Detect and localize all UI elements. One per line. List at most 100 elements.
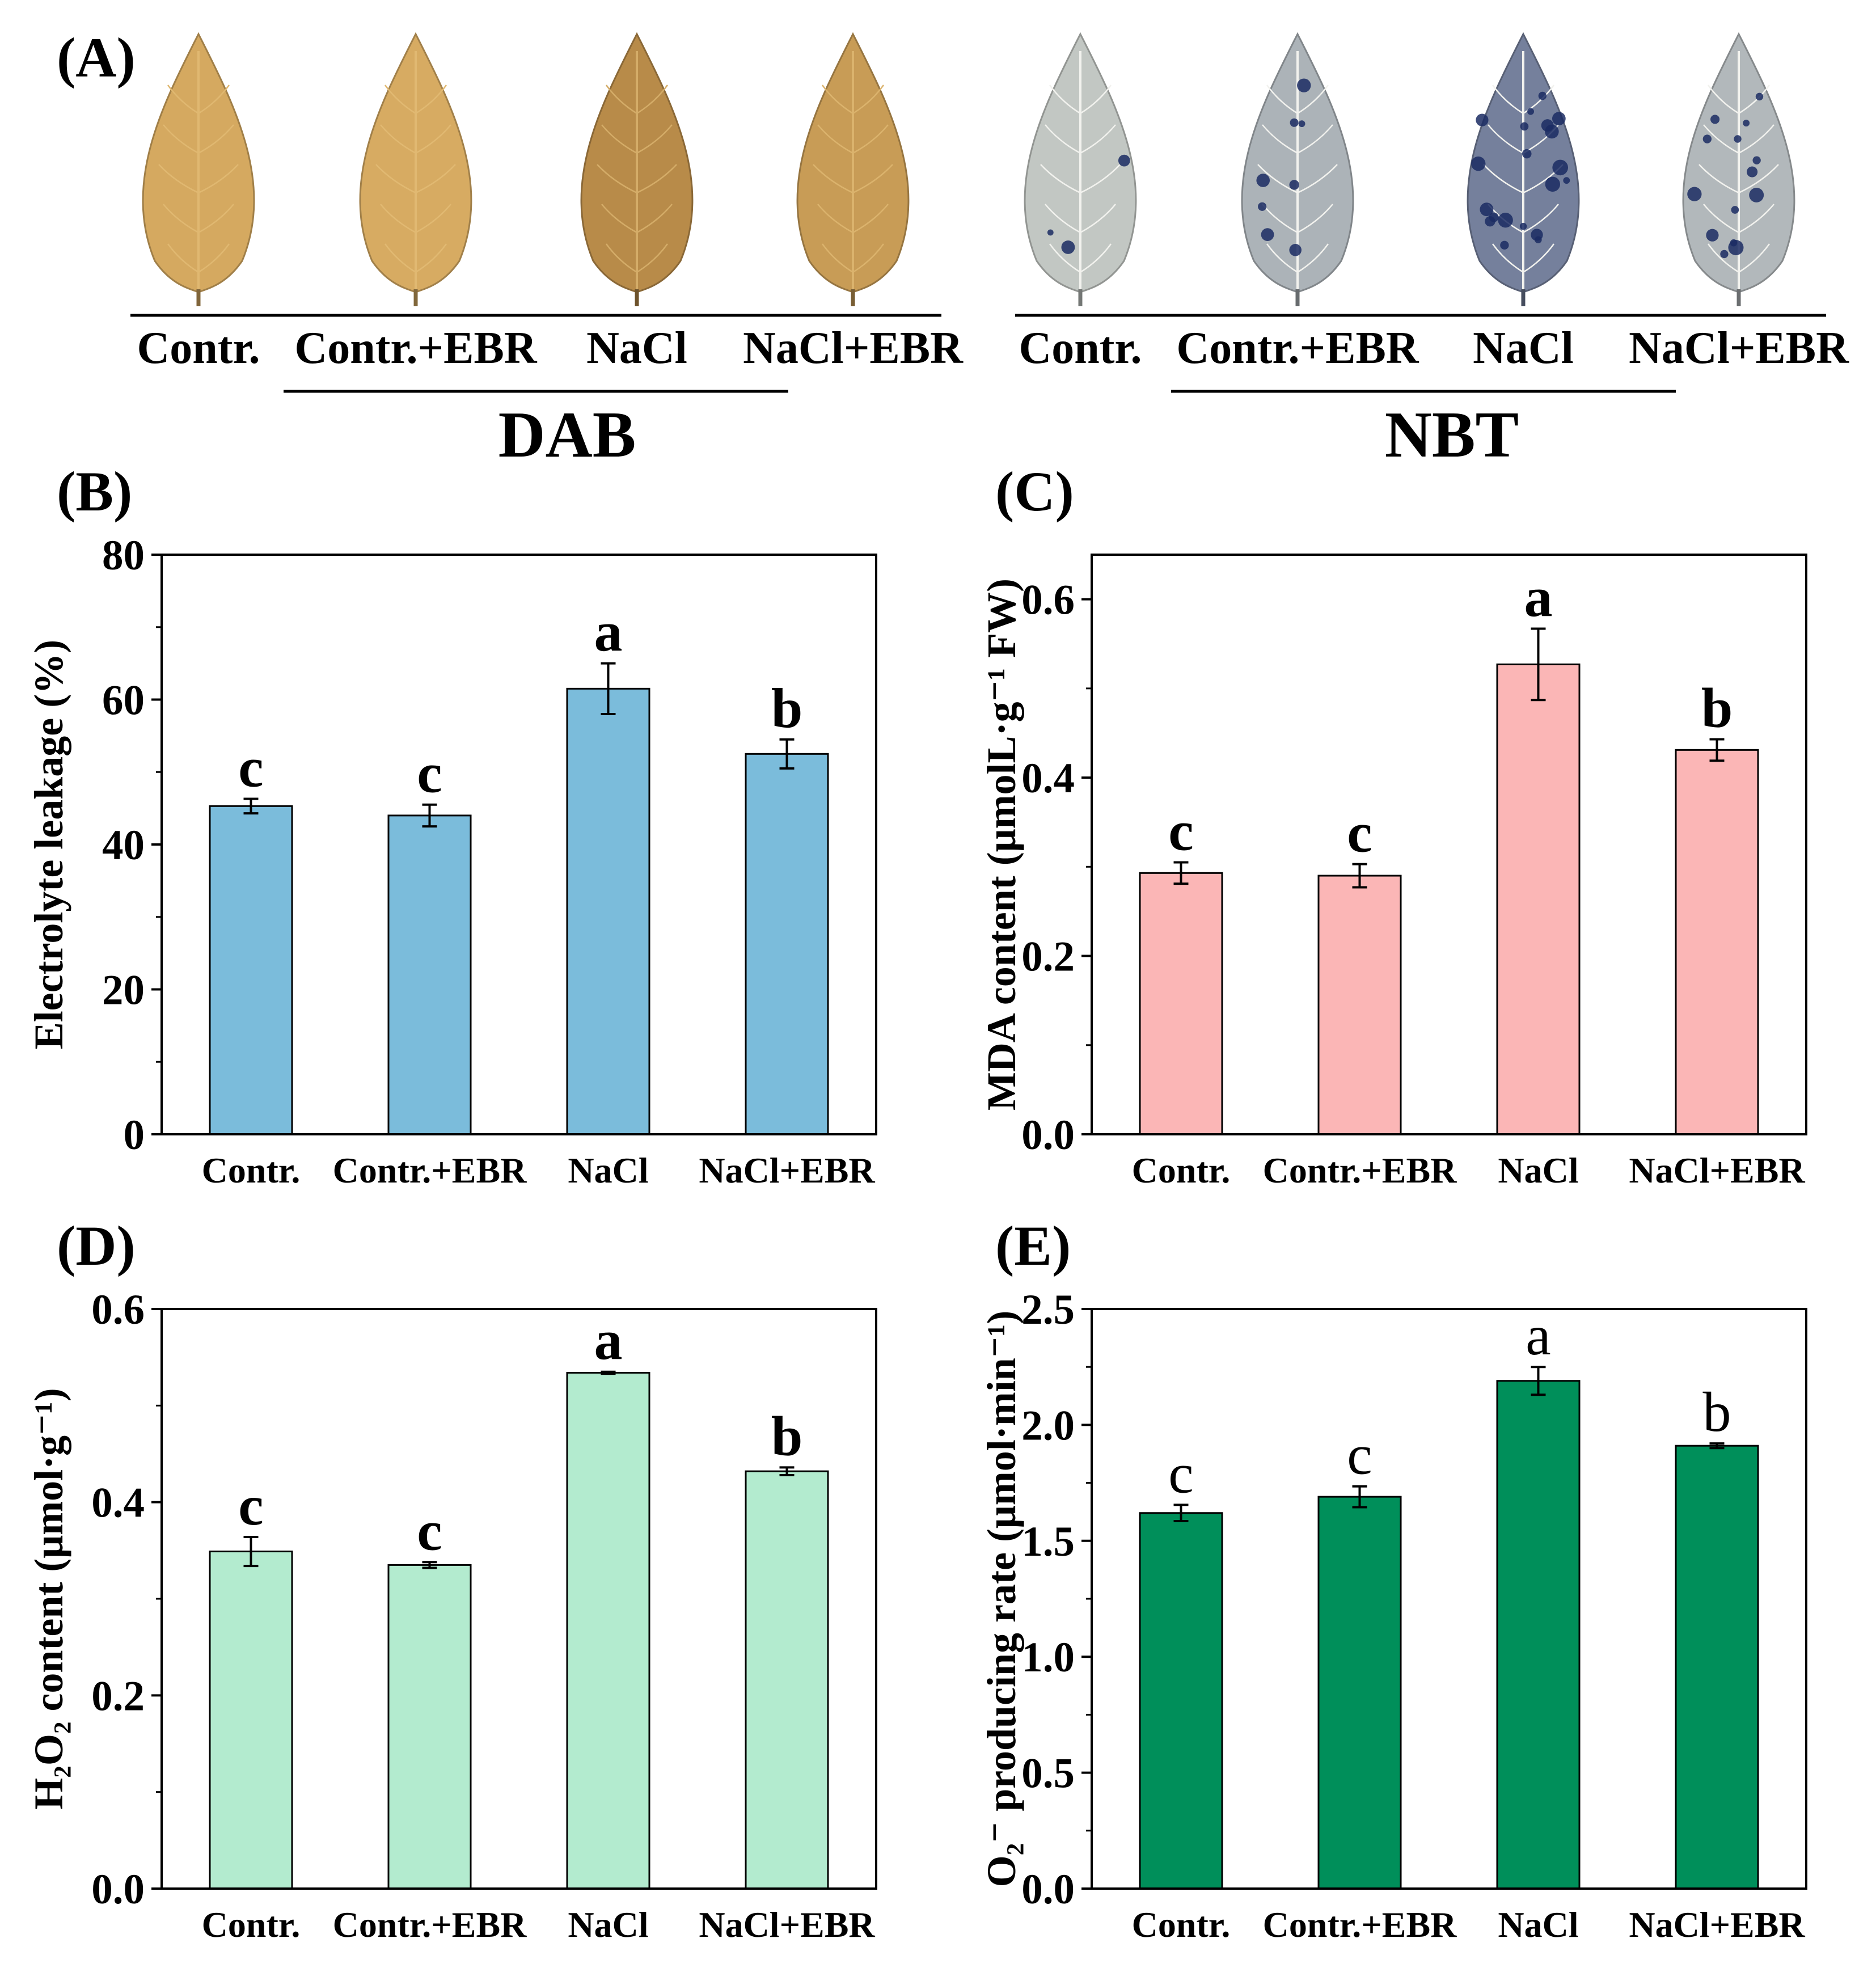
leaf-vein [636, 243, 669, 273]
panel-label: (D) [57, 1214, 136, 1277]
leaf-vein [384, 85, 416, 115]
leaf-stain-spot [1706, 229, 1719, 242]
leaf-vein [601, 204, 637, 234]
leaf-stain-spot [1749, 187, 1764, 202]
nbt-leaf-label: Contr. [1019, 323, 1142, 373]
bar [1317, 1496, 1402, 1890]
bar [209, 1551, 293, 1890]
chart-d: (D) c c a b 0.0 0.2 0.4 0.6 Contr. Contr.+EBR NaCl N… [26, 1214, 877, 1945]
leaf-stain-spot [1298, 120, 1305, 128]
error-bar [422, 803, 437, 828]
y-tick-label: 60 [102, 677, 145, 724]
leaf-image [1467, 32, 1580, 306]
leaf-vein [1297, 243, 1329, 273]
y-tick-label: 0.6 [91, 1286, 145, 1333]
leaf-stain-spot [1500, 240, 1509, 250]
leaf-vein [1707, 85, 1739, 115]
x-tick-label: Contr. [1132, 1150, 1231, 1190]
bar [566, 687, 650, 1135]
leaf-vein [636, 164, 677, 194]
leaf-vein [1523, 85, 1555, 115]
leaf-stain-spot [1752, 156, 1761, 164]
leaf-vein [380, 124, 416, 154]
error-bar [601, 1370, 616, 1375]
error-bar [1173, 861, 1189, 885]
leaf-stain-spot [1563, 177, 1570, 184]
leaf-stain-spot [1552, 159, 1569, 176]
dab-leaf-label: NaCl [586, 323, 687, 373]
y-tick-label: 0.2 [91, 1673, 145, 1720]
leaf-vein [1049, 243, 1081, 273]
significance-letter: a [1526, 1304, 1550, 1367]
leaf-vein [1262, 124, 1298, 154]
y-tick-label: 80 [102, 532, 145, 579]
x-tick-label: Contr. [202, 1904, 301, 1945]
leaf-vein [375, 164, 416, 194]
leaf-vein [821, 85, 854, 115]
leaf-vein [605, 85, 637, 115]
error-bar [1709, 1442, 1725, 1450]
leaf-vein [1483, 164, 1524, 194]
leaf-vein [198, 124, 234, 154]
y-axis-label: MDA content (μmolL·g⁻¹ FW) [979, 578, 1024, 1110]
leaf-stain-spot [1519, 222, 1527, 230]
leaf-vein [158, 164, 199, 194]
error-bar [601, 662, 616, 716]
x-tick-label: Contr.+EBR [1263, 1150, 1457, 1190]
leaf-vein [852, 164, 893, 194]
leaf-vein [415, 243, 447, 273]
leaf-stain-spot [1290, 118, 1299, 127]
y-tick-label: 2.5 [1021, 1286, 1075, 1333]
y-tick-label: 0.0 [1021, 1112, 1075, 1159]
error-bar [243, 797, 259, 815]
leaf-vein [167, 243, 199, 273]
leaf-vein [813, 164, 854, 194]
leaf-vein [415, 85, 447, 115]
leaf-vein [1266, 243, 1298, 273]
leaf-stain-spot [1480, 202, 1494, 217]
x-tick-label: Contr.+EBR [333, 1150, 527, 1190]
leaf-stain-spot [1261, 228, 1274, 242]
leaf-vein [415, 124, 451, 154]
x-tick-label: NaCl [1498, 1150, 1578, 1190]
significance-letter: b [771, 677, 803, 740]
dab-title: DAB [498, 399, 636, 471]
nbt-leaf-group [1024, 32, 1795, 306]
bar [387, 814, 472, 1135]
leaf-stain-spot [1061, 240, 1075, 254]
error-bar [243, 1535, 259, 1568]
leaf-stain-spot [1256, 174, 1270, 187]
significance-letter: c [238, 1474, 263, 1537]
leaf-vein [1491, 243, 1524, 273]
significance-letter: c [1168, 1442, 1193, 1505]
leaf-stain-spot [1471, 156, 1486, 171]
leaf-vein [1488, 124, 1524, 154]
leaf-vein [163, 204, 199, 234]
significance-letter: b [1703, 1380, 1731, 1443]
bar [387, 1564, 472, 1890]
leaf-vein [852, 124, 889, 154]
significance-letter: a [1524, 566, 1553, 629]
leaf-vein [1045, 204, 1081, 234]
x-tick-label: NaCl+EBR [1629, 1150, 1805, 1190]
leaf-vein [852, 243, 885, 273]
leaf-stain-spot [1258, 202, 1267, 211]
chart-e: (E) c c a b 0.0 0.5 1.0 1.5 2.0 2.5 Contr. Contr.+EB… [979, 1214, 1807, 1945]
leaf-vein [605, 243, 637, 273]
leaf-image [359, 32, 472, 306]
bar [1675, 749, 1759, 1135]
bar [1496, 663, 1581, 1135]
leaf-vein [597, 164, 637, 194]
leaf-vein [852, 85, 885, 115]
leaf-vein [1080, 243, 1112, 273]
leaf-stain-spot [1118, 154, 1130, 167]
significance-letter: b [1701, 676, 1733, 739]
error-bar [1709, 738, 1725, 762]
leaf-stain-spot [1476, 113, 1489, 126]
leaf-vein [415, 164, 456, 194]
leaf-vein [1297, 164, 1338, 194]
significance-letter: a [594, 601, 623, 664]
leaf-vein [198, 85, 230, 115]
chart-b: (B) c c a b 0 20 40 60 80 Contr. Contr.+EBR NaCl NaCl… [26, 460, 877, 1190]
leaf-stain-spot [1743, 120, 1750, 126]
